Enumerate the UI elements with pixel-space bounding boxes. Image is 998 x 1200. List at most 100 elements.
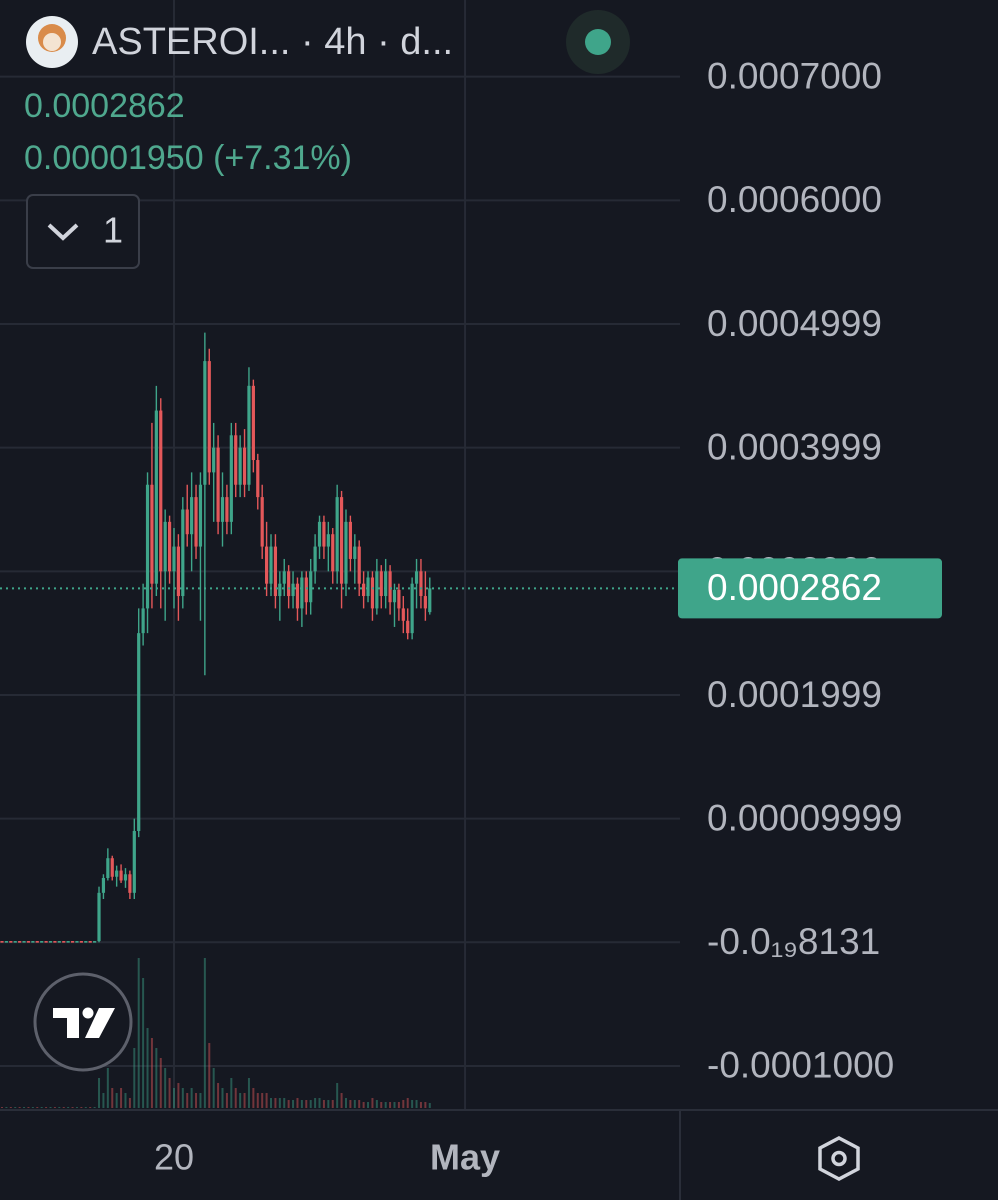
volume-bar	[128, 1098, 131, 1108]
volume-bar	[212, 1068, 215, 1108]
candle-body	[370, 577, 375, 609]
volume-bar	[234, 1088, 237, 1108]
volume-bar	[367, 1102, 370, 1108]
candle-body	[35, 941, 39, 943]
volume-bar	[120, 1088, 123, 1108]
last-price-tag	[678, 558, 942, 619]
volume-bar	[265, 1093, 268, 1108]
volume-bar	[181, 1088, 184, 1108]
x-tick-label: May	[430, 1137, 500, 1178]
candle-body	[339, 497, 344, 584]
candle-body	[145, 484, 150, 609]
candle-body	[123, 874, 128, 881]
last-price: 0.0002862	[24, 87, 185, 125]
candle-body	[401, 608, 405, 621]
volume-bar	[1, 1107, 3, 1108]
volume-bar	[283, 1098, 286, 1108]
candle-body	[397, 589, 401, 609]
volume-bar	[225, 1093, 228, 1108]
candle-body	[0, 941, 4, 943]
candle-body	[379, 571, 383, 597]
candle-body	[176, 546, 180, 597]
volume-bar	[36, 1107, 39, 1108]
candle-body	[419, 571, 423, 597]
candle-body	[18, 941, 22, 943]
volume-bar	[164, 1068, 167, 1108]
volume-bar	[106, 1068, 109, 1108]
candle-body	[212, 447, 216, 473]
candle-body	[137, 633, 141, 831]
chevron-icon	[47, 223, 79, 241]
candle-body	[159, 410, 163, 572]
volume-bar	[384, 1102, 387, 1108]
market-status-dot[interactable]	[585, 29, 611, 55]
tradingview-logo[interactable]	[33, 972, 133, 1072]
candle-body	[79, 941, 83, 943]
volume-bar	[327, 1100, 330, 1108]
volume-bar	[239, 1093, 242, 1108]
y-tick-label: 0.0007000	[707, 55, 882, 96]
candle-body	[414, 571, 419, 584]
volume-bar	[93, 1107, 96, 1108]
y-tick-label: 0.0006000	[707, 179, 882, 220]
indicator-toggle[interactable]	[26, 194, 140, 269]
volume-bar	[40, 1107, 43, 1108]
candle-body	[406, 620, 410, 634]
candle-body	[150, 484, 154, 584]
candle-body	[101, 877, 106, 893]
volume-bar	[67, 1107, 70, 1108]
volume-bar	[389, 1102, 392, 1108]
candle-body	[384, 571, 388, 597]
candle-body	[300, 577, 304, 609]
candle-body	[357, 546, 361, 584]
volume-bar	[31, 1107, 34, 1108]
candle-body	[190, 497, 194, 535]
volume-bar	[14, 1107, 17, 1108]
candle-body	[128, 874, 132, 893]
logo-shape	[53, 1008, 79, 1038]
x-tick-label: 20	[154, 1137, 194, 1178]
volume-bar	[217, 1083, 220, 1108]
volume-bar	[49, 1107, 52, 1108]
candle-body	[304, 577, 308, 603]
volume-bar	[102, 1093, 105, 1108]
candle-body	[251, 385, 255, 461]
volume-bar	[300, 1100, 303, 1108]
candle-body	[154, 410, 158, 584]
candle-body	[84, 941, 88, 943]
volume-bar	[137, 958, 140, 1108]
volume-bar	[397, 1102, 400, 1108]
logo-shape	[85, 1008, 115, 1038]
candle-body	[9, 941, 13, 943]
volume-bar	[247, 1078, 250, 1108]
candle-body	[423, 596, 427, 609]
settings-icon[interactable]	[818, 1136, 860, 1181]
price-change: 0.00001950 (+7.31%)	[24, 139, 352, 177]
volume-bar	[177, 1083, 180, 1108]
candle-body	[220, 497, 225, 522]
candle-body	[256, 460, 260, 498]
volume-bar	[98, 1078, 101, 1108]
candle-layer	[0, 332, 432, 943]
volume-bar	[71, 1107, 74, 1108]
candle-body	[40, 941, 44, 943]
candle-body	[317, 521, 322, 547]
volume-bar	[309, 1100, 312, 1108]
candle-body	[115, 870, 119, 877]
candle-body	[172, 546, 176, 572]
volume-bar	[353, 1100, 356, 1108]
y-tick-label: -0.0₁₉8131	[707, 921, 880, 962]
candle-body	[265, 546, 269, 584]
symbol-label[interactable]: ASTEROI... · 4h · d...	[92, 21, 453, 63]
candle-body	[247, 385, 251, 485]
volume-bar	[296, 1098, 299, 1108]
candle-body	[203, 361, 207, 485]
candle-body	[375, 571, 379, 609]
volume-bar	[274, 1098, 277, 1108]
candle-body	[44, 941, 48, 943]
volume-bar	[155, 1048, 158, 1108]
candle-body	[75, 941, 79, 943]
candle-body	[366, 577, 370, 597]
candle-body	[163, 521, 167, 572]
candle-body	[234, 435, 238, 485]
